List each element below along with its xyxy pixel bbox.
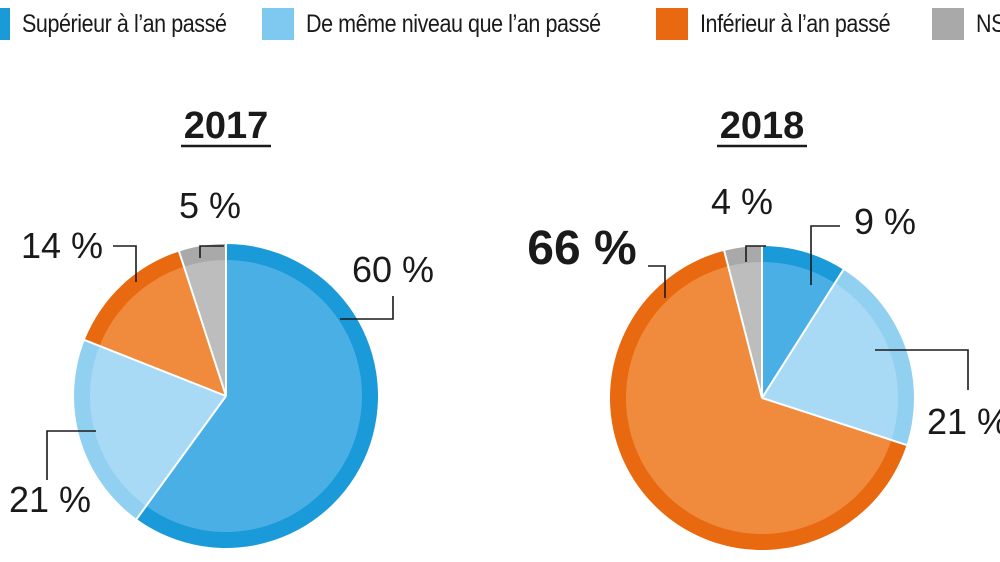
pie-2017-leader-meme-niveau (46, 430, 96, 480)
pie-2017-slice-superieur (146, 260, 363, 533)
legend: Supérieur à l’an passé De même niveau qu… (0, 0, 1000, 60)
pie-2017 (74, 243, 378, 548)
pie-2018-leader-inferieur (648, 265, 666, 298)
slice-separator (722, 249, 763, 399)
pie-2018-leader-ns (745, 245, 766, 262)
pie-2017-label-superieur: 60 % (352, 249, 434, 290)
pie-2017-leader-ns (199, 245, 224, 258)
slice-separator (177, 250, 227, 397)
pie-2018-label-meme-niveau: 21 % (927, 401, 1000, 442)
pie-2018-slice-inferieur (626, 266, 892, 534)
legend-item-meme-niveau: De même niveau que l’an passé (262, 8, 649, 40)
legend-label-superieur: Supérieur à l’an passé (22, 9, 227, 38)
legend-label-meme-niveau: De même niveau que l’an passé (306, 9, 601, 38)
pie-2018 (610, 245, 915, 550)
pie-2017-leader-inferieur (113, 245, 137, 282)
slice-separator (83, 338, 227, 397)
legend-item-inferieur: Inférieur à l’an passé (656, 8, 921, 40)
legend-label-ns: NS (976, 9, 1000, 38)
pie-2018-leader-meme-niveau (875, 349, 969, 390)
legend-item-superieur: Supérieur à l’an passé (0, 8, 260, 40)
legend-swatch-ns (932, 8, 964, 40)
pie-2018-label-ns: 4 % (711, 181, 773, 222)
pie-2017-slice-meme-niveau (90, 345, 227, 507)
pie-2017-label-inferieur: 14 % (21, 225, 103, 266)
pie-2017-leader-superieur (340, 296, 394, 320)
pie-2018-title: 2018 (720, 105, 805, 147)
pie-2018-slice-superieur (762, 262, 835, 398)
legend-swatch-meme-niveau (262, 8, 294, 40)
pie-2017-label-ns: 5 % (179, 185, 241, 226)
legend-swatch-superieur (0, 8, 10, 40)
pie-2018-slice-meme-niveau (762, 283, 898, 441)
pie-2018-label-inferieur: 66 % (527, 222, 636, 275)
slice-separator (761, 397, 908, 447)
slice-separator (761, 268, 845, 399)
slice-separator (135, 395, 227, 521)
pie-2018-leader-superieur (810, 225, 840, 285)
pie-2017-label-meme-niveau: 21 % (9, 479, 91, 520)
pie-2018-label-superieur: 9 % (854, 201, 916, 242)
pie-2017-title: 2017 (184, 105, 269, 147)
legend-label-inferieur: Inférieur à l’an passé (700, 9, 891, 38)
legend-item-ns: NS (932, 8, 1000, 40)
legend-swatch-inferieur (656, 8, 688, 40)
